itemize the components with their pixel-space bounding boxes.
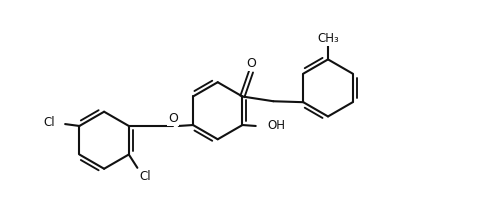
Text: Cl: Cl <box>43 116 55 129</box>
Text: CH₃: CH₃ <box>317 32 338 45</box>
Text: OH: OH <box>267 120 285 132</box>
Text: Cl: Cl <box>139 170 151 183</box>
Text: O: O <box>168 112 178 125</box>
Text: O: O <box>246 57 256 70</box>
